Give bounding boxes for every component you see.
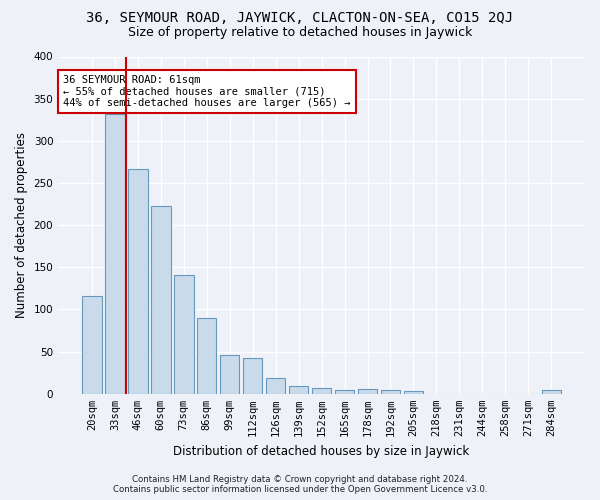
Text: Contains HM Land Registry data © Crown copyright and database right 2024.
Contai: Contains HM Land Registry data © Crown c… [113, 474, 487, 494]
Bar [358, 388, 377, 394]
Bar [82, 296, 101, 394]
Bar [335, 390, 355, 394]
Bar [381, 390, 400, 394]
Bar [266, 378, 286, 394]
Bar [220, 355, 239, 394]
Bar [197, 318, 217, 394]
Bar [243, 358, 262, 394]
Text: 36 SEYMOUR ROAD: 61sqm
← 55% of detached houses are smaller (715)
44% of semi-de: 36 SEYMOUR ROAD: 61sqm ← 55% of detached… [64, 75, 351, 108]
Bar [151, 206, 170, 394]
Bar [105, 114, 125, 394]
Bar [128, 168, 148, 394]
Bar [174, 275, 194, 394]
Bar [542, 390, 561, 394]
Y-axis label: Number of detached properties: Number of detached properties [15, 132, 28, 318]
Bar [312, 388, 331, 394]
Text: 36, SEYMOUR ROAD, JAYWICK, CLACTON-ON-SEA, CO15 2QJ: 36, SEYMOUR ROAD, JAYWICK, CLACTON-ON-SE… [86, 12, 514, 26]
Bar [404, 392, 423, 394]
Bar [289, 386, 308, 394]
X-axis label: Distribution of detached houses by size in Jaywick: Distribution of detached houses by size … [173, 444, 470, 458]
Text: Size of property relative to detached houses in Jaywick: Size of property relative to detached ho… [128, 26, 472, 39]
